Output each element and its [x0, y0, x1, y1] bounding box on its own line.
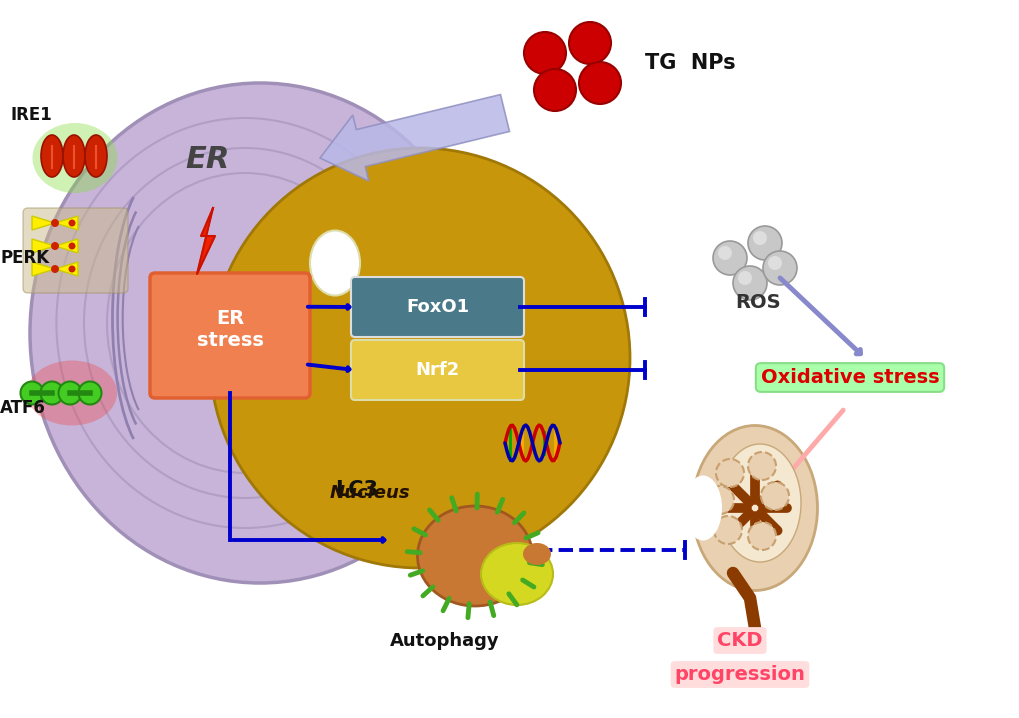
Circle shape	[712, 241, 746, 275]
Circle shape	[738, 271, 751, 285]
Text: ATF6: ATF6	[0, 399, 46, 417]
Polygon shape	[32, 239, 55, 253]
Text: ER
stress: ER stress	[197, 309, 263, 350]
Ellipse shape	[85, 135, 107, 177]
Circle shape	[747, 522, 775, 550]
Text: Nrf2: Nrf2	[415, 361, 460, 379]
Polygon shape	[55, 262, 77, 276]
Ellipse shape	[692, 426, 816, 590]
Circle shape	[20, 381, 44, 404]
Circle shape	[524, 32, 566, 74]
FancyBboxPatch shape	[351, 340, 524, 400]
Circle shape	[68, 266, 75, 273]
Ellipse shape	[63, 135, 85, 177]
Circle shape	[534, 69, 576, 111]
Circle shape	[68, 220, 75, 226]
Polygon shape	[32, 216, 55, 230]
Ellipse shape	[41, 135, 63, 177]
Circle shape	[579, 62, 621, 104]
FancyBboxPatch shape	[351, 277, 524, 337]
Text: FoxO1: FoxO1	[406, 298, 469, 316]
Text: Nucleus: Nucleus	[330, 484, 411, 502]
Ellipse shape	[30, 83, 489, 583]
Ellipse shape	[523, 543, 550, 565]
Circle shape	[752, 231, 766, 245]
Text: CKD: CKD	[716, 631, 762, 650]
Text: ROS: ROS	[735, 293, 780, 312]
Ellipse shape	[417, 506, 532, 606]
Circle shape	[717, 246, 732, 260]
Circle shape	[51, 219, 59, 227]
Ellipse shape	[684, 475, 721, 541]
Circle shape	[733, 266, 766, 300]
Circle shape	[51, 242, 59, 250]
Circle shape	[762, 251, 796, 285]
Circle shape	[705, 486, 734, 514]
Circle shape	[68, 243, 75, 249]
Ellipse shape	[26, 360, 117, 426]
Text: IRE1: IRE1	[10, 106, 52, 124]
Polygon shape	[55, 216, 77, 230]
Ellipse shape	[210, 148, 630, 568]
Ellipse shape	[33, 123, 117, 193]
Circle shape	[51, 265, 59, 273]
Text: Oxidative stress: Oxidative stress	[760, 368, 938, 387]
Text: TG  NPs: TG NPs	[644, 53, 735, 73]
Polygon shape	[197, 208, 215, 274]
FancyArrow shape	[320, 95, 510, 181]
Circle shape	[41, 381, 63, 404]
Ellipse shape	[310, 230, 360, 296]
Text: PERK: PERK	[0, 249, 49, 267]
Circle shape	[767, 256, 782, 270]
Circle shape	[747, 226, 782, 260]
Text: ER: ER	[184, 145, 229, 174]
Circle shape	[569, 22, 610, 64]
Ellipse shape	[481, 543, 552, 605]
Circle shape	[747, 452, 775, 480]
Ellipse shape	[718, 444, 800, 562]
Polygon shape	[55, 239, 77, 253]
Circle shape	[58, 381, 82, 404]
Circle shape	[760, 482, 789, 510]
Text: Autophagy: Autophagy	[390, 632, 499, 650]
Text: LC3: LC3	[334, 480, 378, 500]
FancyBboxPatch shape	[150, 273, 310, 398]
Circle shape	[713, 516, 741, 544]
FancyBboxPatch shape	[23, 208, 127, 293]
Polygon shape	[32, 262, 55, 276]
Circle shape	[78, 381, 102, 404]
Circle shape	[715, 459, 743, 487]
Text: progression: progression	[674, 665, 805, 684]
